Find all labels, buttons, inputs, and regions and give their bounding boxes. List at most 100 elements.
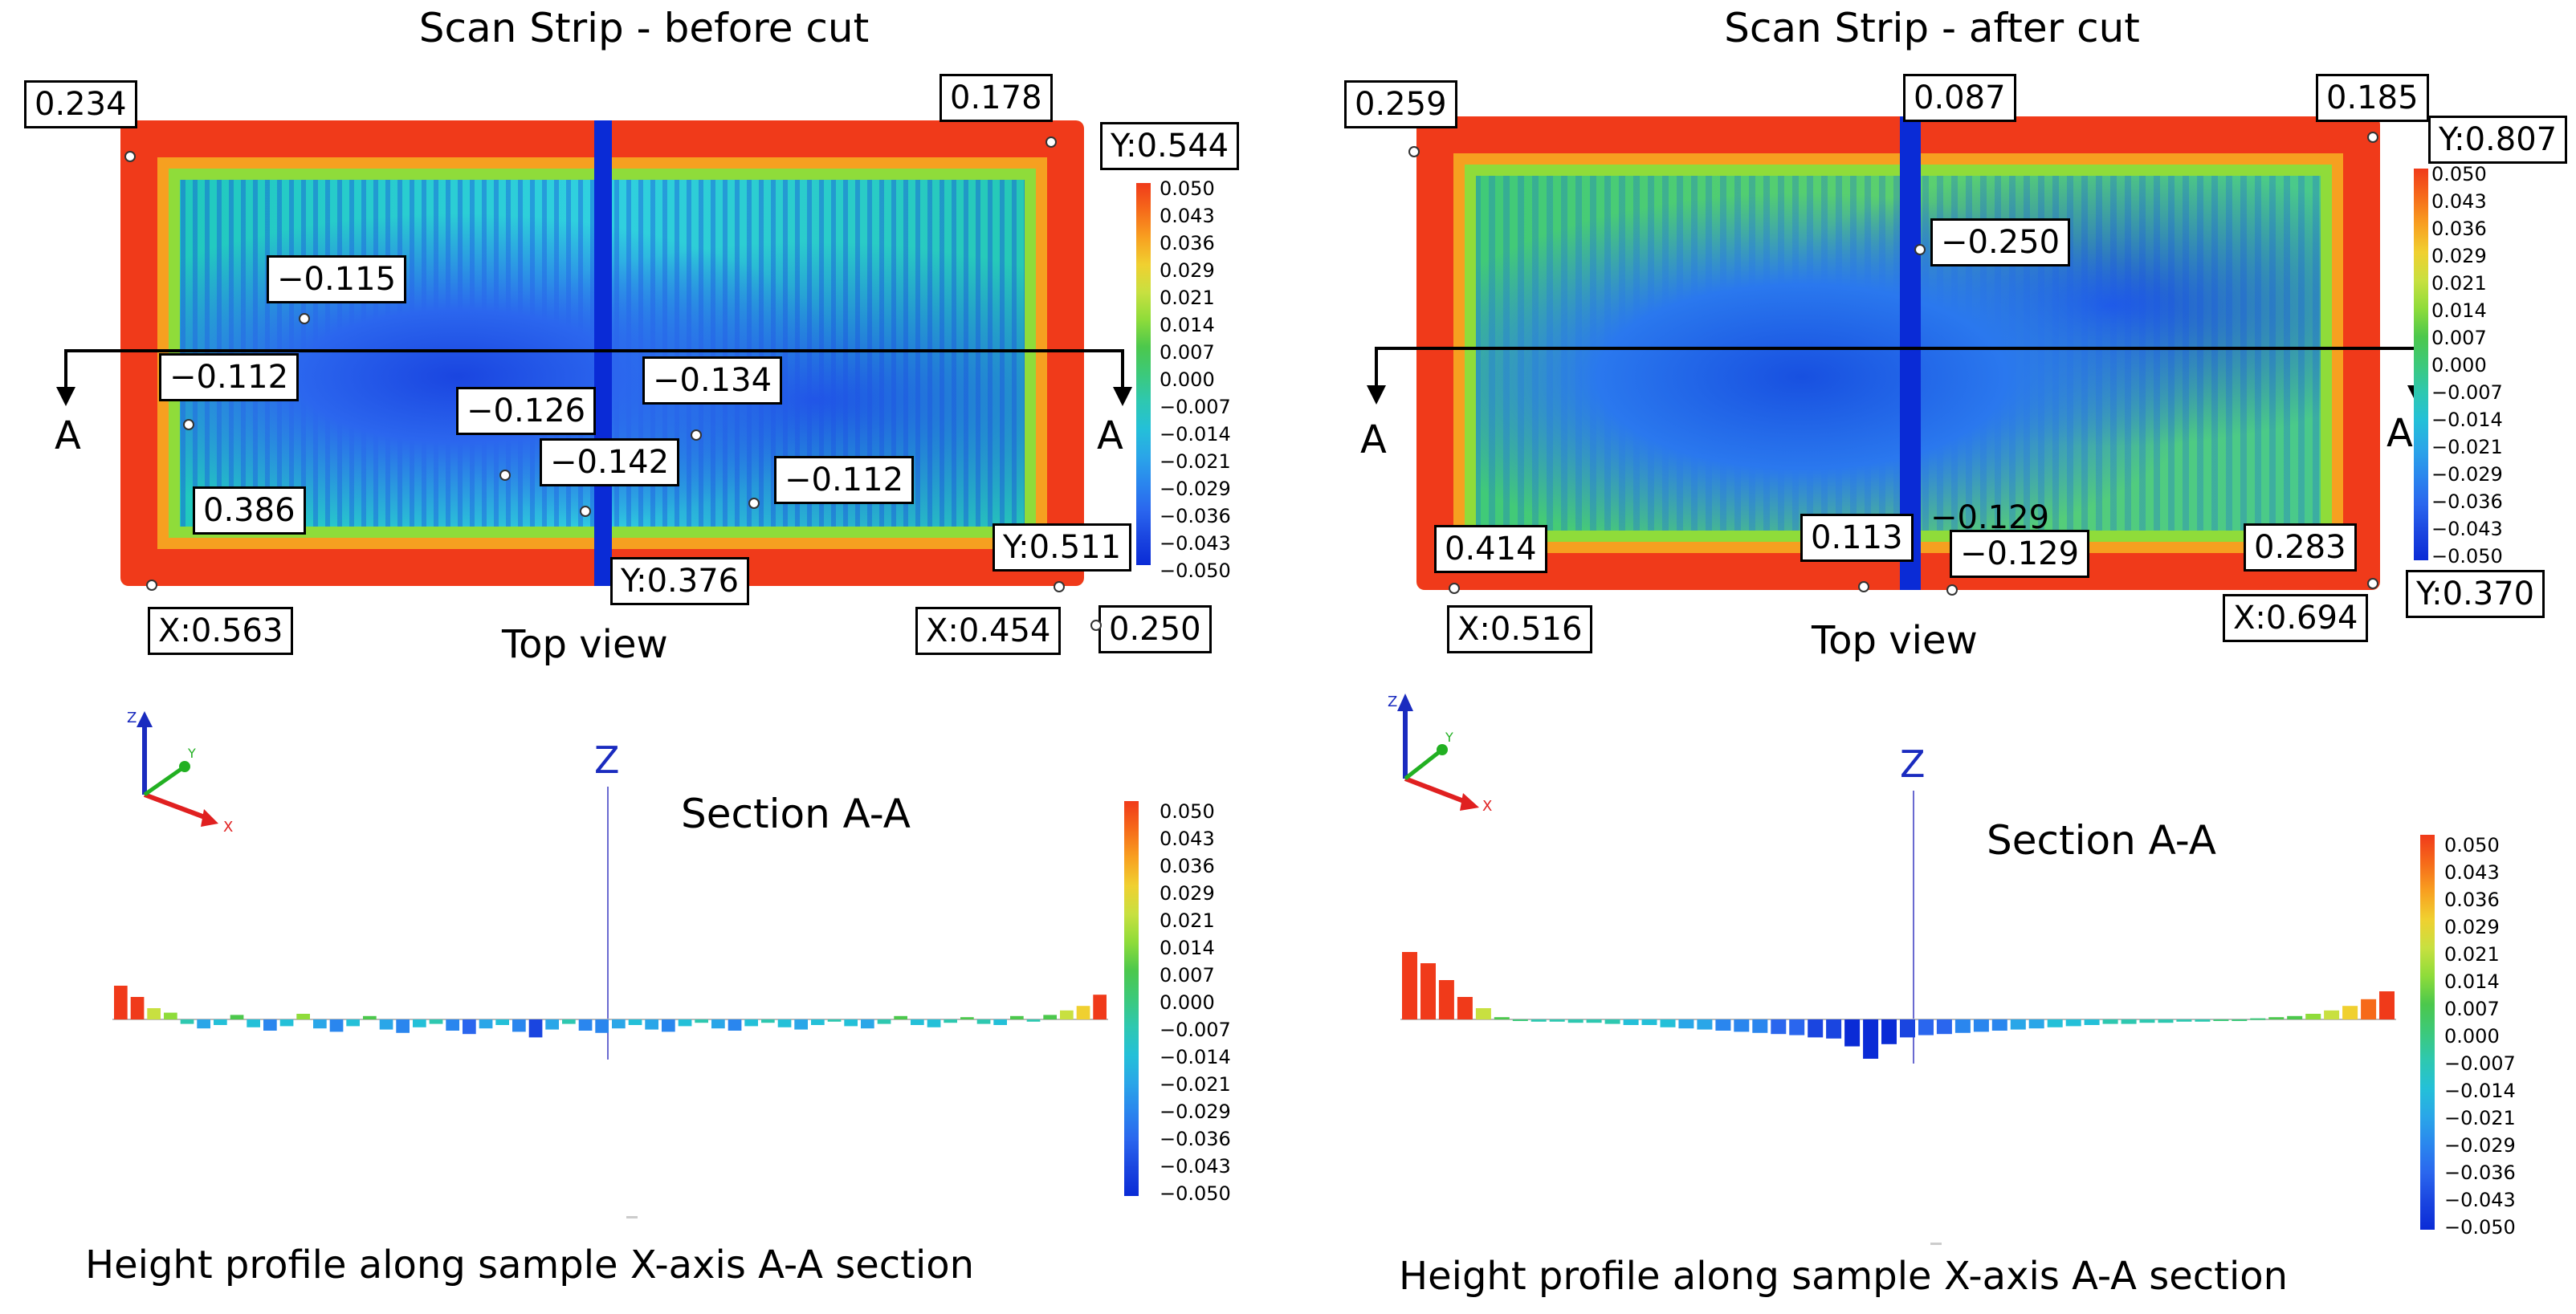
measure-point: [124, 151, 136, 162]
profile-bar: [164, 1012, 177, 1019]
profile-bar: [2102, 1019, 2118, 1024]
profile-bar: [993, 1019, 1007, 1025]
profile-bar: [2028, 1019, 2044, 1029]
panel-title: Scan Strip - before cut: [418, 5, 870, 51]
profile-bar: [1457, 997, 1473, 1019]
profile-bar: [479, 1019, 493, 1029]
profile-bar: [1623, 1019, 1639, 1025]
profile-bar: [1641, 1019, 1657, 1025]
profile-bar: [413, 1019, 426, 1027]
colorbar-tick-label: 0.036: [1160, 855, 1215, 877]
measure-point: [1914, 244, 1926, 255]
colorbar-tick-label: −0.021: [1160, 450, 1231, 473]
colorbar-tick-label: 0.036: [2431, 218, 2487, 240]
profile-bar: [1567, 1019, 1584, 1023]
section-title: Section A-A: [681, 791, 911, 837]
profile-bar: [279, 1019, 294, 1027]
profile-bar: [1734, 1019, 1750, 1032]
colorbar-tick-label: 0.021: [1160, 287, 1215, 309]
measure-point: [580, 506, 591, 517]
colorbar-tick-label: 0.007: [1160, 341, 1215, 364]
profile-bar: [861, 1019, 874, 1029]
section-title: Section A-A: [1987, 817, 2216, 864]
axis-label-z: Z: [1388, 694, 1397, 710]
profile-bar: [2047, 1019, 2063, 1027]
axis-label-y: Y: [187, 746, 196, 761]
measure-label: −0.115: [267, 255, 407, 303]
colorbar-tick-label: −0.043: [2444, 1189, 2516, 1211]
section-drop-left: [1375, 347, 1378, 389]
colorbar-tick-label: 0.043: [2431, 190, 2487, 213]
axes-triad-icon: Z Y X: [1388, 694, 1492, 811]
colorbar-tick-label: 0.021: [2444, 943, 2500, 966]
profile-bar: [2176, 1019, 2192, 1022]
profile-bar: [1881, 1019, 1897, 1044]
profile-bar: [197, 1019, 210, 1029]
profile-bar: [728, 1019, 742, 1031]
profile-bar: [927, 1019, 941, 1027]
colorbar-tick-label: 0.036: [2444, 889, 2500, 911]
measure-point: [183, 419, 194, 430]
colorbar-tick-label: −0.050: [1160, 1182, 1231, 1205]
colorbar: [1124, 801, 1139, 1196]
measure-point: [146, 580, 157, 591]
profile-bar: [2084, 1019, 2100, 1025]
section-drop-left: [64, 349, 67, 389]
colorbar-tick-label: −0.043: [1160, 1155, 1231, 1178]
profile-bar: [147, 1008, 161, 1019]
section-drop-right: [1121, 349, 1124, 389]
profile-bar: [827, 1019, 842, 1022]
profile-bar: [777, 1019, 792, 1027]
measure-label: −0.250: [1930, 218, 2071, 266]
colorbar-tick-label: −0.014: [1160, 1046, 1231, 1068]
panel-after-cut: Scan Strip - after cut A A 0.259 0.087 0…: [1288, 0, 2576, 1314]
profile-bar: [976, 1019, 991, 1024]
colorbar-tick-label: −0.007: [2431, 381, 2503, 404]
profile-bar: [911, 1019, 924, 1025]
profile-bar: [1494, 1017, 1510, 1019]
height-profile: [1400, 952, 2396, 1059]
measure-label: Y:0.807: [2428, 116, 2568, 164]
profile-bar: [695, 1019, 708, 1023]
measure-label: X:0.563: [148, 607, 294, 655]
profile-bar: [2287, 1015, 2303, 1019]
colorbar-tick-label: −0.029: [2431, 463, 2503, 486]
colorbar-tick-label: 0.021: [2431, 272, 2487, 295]
profile-bar: [1715, 1019, 1731, 1031]
colorbar: [2420, 835, 2435, 1230]
colorbar-tick-label: −0.036: [1160, 505, 1231, 527]
profile-bar: [761, 1019, 775, 1023]
z-marker: Z: [594, 738, 620, 782]
measure-label: −0.112: [159, 353, 300, 401]
colorbar-tick-label: 0.050: [2431, 163, 2487, 185]
colorbar-tick-label: −0.036: [1160, 1128, 1231, 1150]
section-line-a-a: [64, 349, 1124, 352]
profile-bar: [2158, 1019, 2174, 1023]
profile-bar: [1752, 1019, 1768, 1033]
colorbar-ticks: 0.050 0.043 0.036 0.029 0.021 0.014 0.007 0.000…: [2444, 832, 2516, 1241]
colorbar-tick-label: 0.036: [1160, 232, 1215, 254]
measure-label: 0.113: [1800, 514, 1914, 562]
profile-bar: [1660, 1019, 1676, 1027]
profile-bar: [794, 1019, 808, 1030]
measure-point: [1408, 146, 1420, 157]
profile-bar: [844, 1019, 858, 1027]
profile-bar: [2010, 1019, 2026, 1030]
colorbar: [1136, 183, 1151, 565]
colorbar-tick-label: −0.043: [2431, 518, 2503, 540]
profile-caption: Height profile along sample X-axis A-A s…: [1399, 1254, 2289, 1299]
measure-label: Y:0.370: [2406, 570, 2545, 618]
panel-title: Scan Strip - after cut: [1724, 5, 2140, 51]
profile-bar: [230, 1015, 244, 1019]
measure-label: 0.185: [2316, 74, 2429, 122]
colorbar-tick-label: 0.021: [1160, 909, 1215, 932]
top-view-caption: Top view: [502, 622, 668, 667]
colorbar-tick-label: −0.029: [2444, 1134, 2516, 1157]
colorbar-tick-label: 0.000: [2431, 354, 2487, 376]
measure-label: −0.134: [642, 356, 783, 405]
profile-bar: [1512, 1019, 1528, 1021]
arrow-down-icon: [1367, 385, 1386, 405]
profile-bar: [2342, 1006, 2358, 1019]
profile-bar: [960, 1017, 974, 1019]
measure-label: 0.283: [2244, 523, 2357, 572]
